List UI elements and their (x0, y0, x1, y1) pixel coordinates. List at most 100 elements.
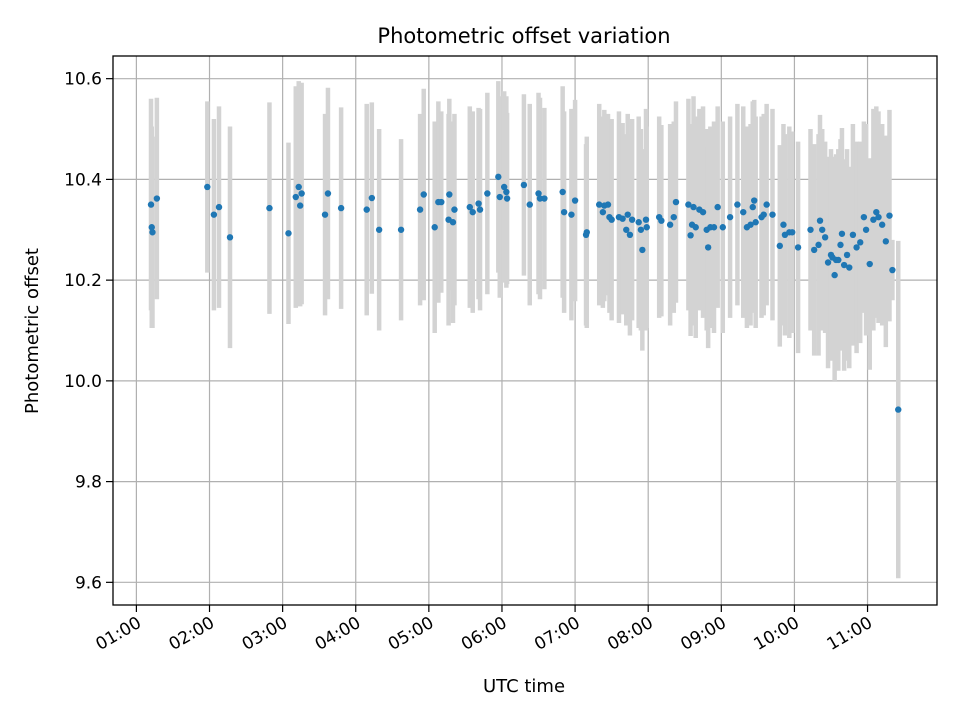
data-point (642, 216, 650, 223)
data-point (704, 244, 712, 251)
data-point (816, 217, 824, 224)
data-point (469, 208, 476, 216)
data-point (420, 191, 427, 198)
data-point (710, 224, 718, 231)
data-point (296, 202, 304, 209)
y-tick-label: 10.0 (64, 372, 102, 392)
data-point (672, 198, 680, 206)
data-point (637, 226, 645, 233)
data-point (752, 219, 759, 226)
data-point (838, 230, 846, 237)
data-point (495, 173, 502, 181)
data-point (815, 241, 822, 249)
data-point (862, 226, 870, 233)
data-point (685, 201, 692, 208)
data-point (666, 221, 674, 228)
data-point (298, 190, 305, 197)
data-point (747, 221, 754, 228)
data-point (866, 260, 873, 268)
data-point (658, 217, 665, 224)
data-point (148, 224, 155, 231)
data-point (449, 219, 457, 226)
x-tick-label: 08:00 (604, 613, 656, 655)
data-point (321, 211, 329, 218)
data-point (837, 241, 844, 249)
data-point (776, 242, 784, 250)
data-point (363, 206, 370, 213)
data-point (535, 190, 542, 197)
data-point (292, 193, 299, 201)
data-point (599, 208, 607, 216)
y-tick-label: 10.6 (64, 70, 102, 90)
data-point (769, 211, 776, 218)
data-point (763, 201, 770, 208)
data-point (873, 208, 880, 216)
data-point (446, 191, 453, 198)
x-tick-label: 03:00 (239, 613, 291, 655)
data-point (466, 203, 473, 211)
data-point (624, 211, 631, 218)
data-point (147, 201, 155, 208)
data-point (541, 195, 548, 202)
data-point (853, 244, 860, 251)
y-tick-label: 9.8 (75, 473, 102, 493)
x-tick-label: 06:00 (458, 613, 510, 655)
data-point (295, 183, 302, 191)
data-point (840, 261, 848, 269)
data-point (476, 206, 484, 213)
data-point (857, 239, 864, 246)
data-point (635, 219, 642, 226)
data-point (438, 198, 445, 206)
data-point (520, 181, 528, 189)
x-tick-label: 01:00 (92, 613, 144, 655)
data-point (496, 193, 503, 201)
data-point (153, 195, 161, 202)
data-point (726, 213, 734, 221)
data-point (789, 229, 796, 236)
x-axis-label: UTC time (483, 676, 565, 697)
x-tick-label: 11:00 (824, 613, 876, 655)
data-point (337, 204, 345, 212)
data-point (639, 246, 646, 254)
data-point (699, 208, 707, 216)
data-point (397, 226, 405, 233)
data-point (821, 234, 829, 241)
data-point (740, 208, 747, 216)
data-point (889, 266, 896, 274)
data-point (526, 201, 533, 208)
data-point (583, 229, 590, 236)
data-point (794, 244, 802, 251)
data-point (416, 206, 424, 213)
data-point (714, 203, 721, 211)
data-point (882, 238, 890, 245)
data-point (484, 190, 491, 197)
data-point (643, 224, 650, 231)
data-point (210, 211, 218, 218)
data-point (608, 216, 615, 223)
data-point (226, 234, 234, 241)
y-axis-ticks: 9.6 9.8 10.0 10.2 10.4 10.6 (64, 70, 113, 593)
data-point (368, 194, 376, 202)
data-point (692, 224, 699, 231)
data-point (780, 221, 787, 228)
data-point (670, 213, 677, 221)
data-point (500, 183, 508, 191)
data-point (626, 231, 634, 239)
data-point (760, 211, 767, 218)
x-axis-ticks: 01:00 02:00 03:00 04:00 05:00 06:00 07:00 08:00… (92, 605, 876, 655)
data-point (559, 188, 566, 196)
data-point (807, 226, 814, 233)
data-point (375, 226, 383, 233)
x-tick-label: 10:00 (750, 613, 802, 655)
data-point (860, 213, 868, 221)
y-tick-label: 9.6 (75, 573, 102, 593)
data-points (147, 173, 902, 413)
data-point (843, 251, 851, 259)
x-tick-label: 02:00 (166, 613, 218, 655)
data-point (204, 183, 211, 191)
data-point (687, 232, 694, 239)
data-point (285, 230, 292, 237)
data-point (849, 231, 857, 239)
data-point (431, 224, 438, 231)
